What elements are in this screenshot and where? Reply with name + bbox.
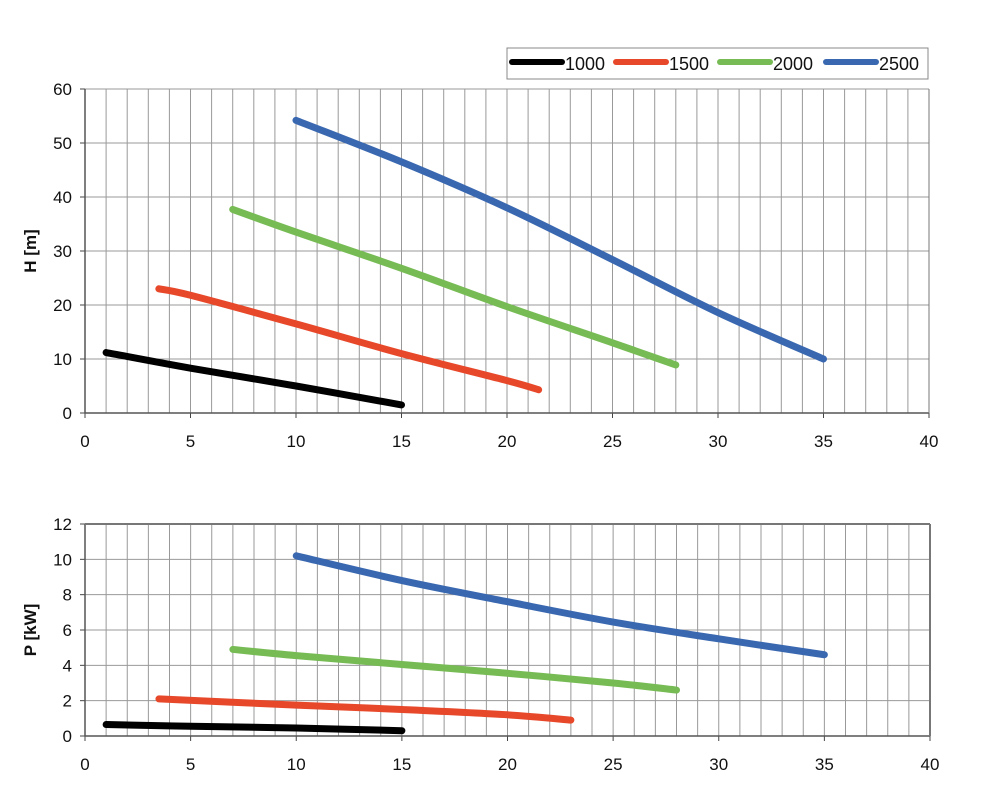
x-tick-label: 0 <box>80 432 89 451</box>
head-plot: 0 10 20 30 40 50 60 0 5 10 15 20 25 30 35 40 <box>53 80 938 451</box>
y-tick-label: 0 <box>63 727 72 746</box>
x-tick-label: 20 <box>498 432 517 451</box>
x-tick-label: 5 <box>186 755 195 774</box>
y-tick-label: 2 <box>63 692 72 711</box>
legend-label-2000: 2000 <box>773 54 813 74</box>
x-tick-label: 30 <box>709 432 728 451</box>
x-tick-label: 10 <box>287 432 306 451</box>
legend-label-1500: 1500 <box>669 54 709 74</box>
legend-label-1000: 1000 <box>565 54 605 74</box>
y-tick-label: 10 <box>53 550 72 569</box>
series-line-1000 <box>102 349 405 409</box>
x-tick-label: 25 <box>604 755 623 774</box>
series-line-1000 <box>102 721 406 735</box>
y-tick-label: 10 <box>53 350 72 369</box>
power-plot: 0 2 4 6 8 10 12 0 5 10 15 20 25 30 35 40 <box>53 515 939 774</box>
series-line-2000 <box>229 645 680 694</box>
y-tick-label: 60 <box>53 80 72 99</box>
y-axis-label-head: H [m] <box>21 229 40 272</box>
y-axis-label-power: P [kW] <box>21 604 40 657</box>
x-tick-label: 30 <box>709 755 728 774</box>
x-tick-label: 10 <box>287 755 306 774</box>
x-tick-label: 15 <box>392 755 411 774</box>
y-tick-label: 0 <box>63 404 72 423</box>
x-tick-label: 25 <box>603 432 622 451</box>
series-line-1500 <box>155 695 575 724</box>
x-tick-label: 35 <box>815 755 834 774</box>
y-tick-label: 6 <box>63 621 72 640</box>
y-tick-label: 8 <box>63 586 72 605</box>
legend: 1000 1500 2000 2500 <box>506 47 929 80</box>
y-tick-label: 20 <box>53 296 72 315</box>
x-tick-label: 15 <box>392 432 411 451</box>
series-line-2500 <box>292 552 828 659</box>
series-line-2500 <box>292 116 827 363</box>
x-tick-label: 0 <box>80 755 89 774</box>
series-line-1500 <box>155 285 543 394</box>
x-tick-label: 20 <box>498 755 517 774</box>
x-tick-label: 35 <box>814 432 833 451</box>
y-tick-label: 40 <box>53 188 72 207</box>
y-tick-label: 4 <box>63 656 72 675</box>
x-tick-label: 40 <box>920 432 939 451</box>
y-tick-label: 50 <box>53 134 72 153</box>
y-tick-label: 30 <box>53 242 72 261</box>
series-line-2000 <box>229 205 680 369</box>
y-tick-label: 12 <box>53 515 72 534</box>
legend-label-2500: 2500 <box>879 54 919 74</box>
x-tick-label: 5 <box>186 432 195 451</box>
x-tick-label: 40 <box>921 755 940 774</box>
